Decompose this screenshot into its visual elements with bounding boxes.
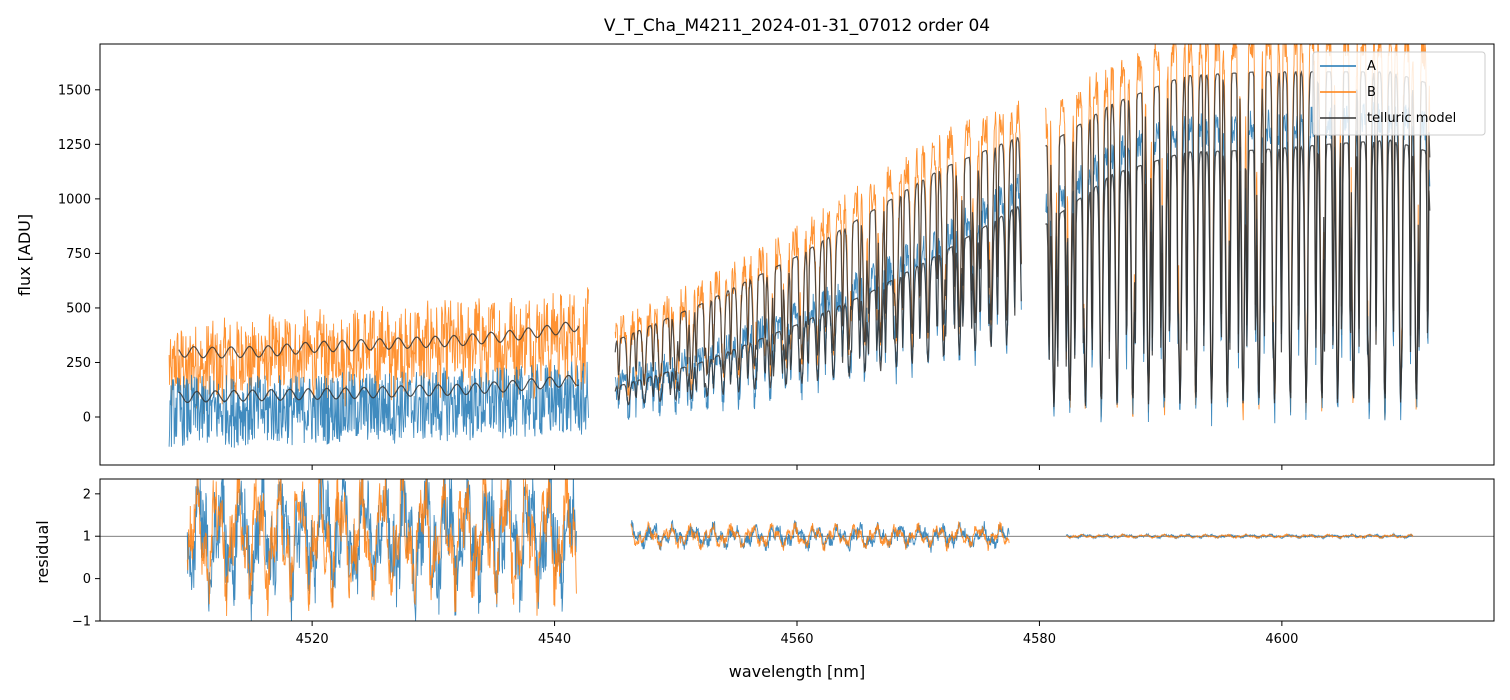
series-b-segment-1 <box>168 287 589 415</box>
top-y-tick-label: 1500 <box>58 83 91 98</box>
x-tick-label: 4520 <box>296 632 329 647</box>
telluric-model-a-segment-2 <box>614 206 1022 406</box>
series-a-segment-1 <box>168 361 589 448</box>
top-y-tick-label: 1000 <box>58 192 91 207</box>
residual-a-segment-1 <box>186 479 577 621</box>
legend-label-b: B <box>1367 85 1376 100</box>
residual-b-segment-1 <box>186 479 577 617</box>
top-y-tick-label: 250 <box>66 356 91 371</box>
legend-frame <box>1312 51 1486 136</box>
x-tick-label: 4540 <box>538 632 571 647</box>
telluric-model-a-segment-1 <box>178 374 580 403</box>
legend-label-a: A <box>1367 59 1376 74</box>
bottom-y-tick-label: 2 <box>83 487 91 502</box>
bottom-y-tick-label: 1 <box>83 530 91 545</box>
top-y-axis: 0 250 500 750 1000 1250 1500 <box>58 83 100 426</box>
telluric-model-b-segment-2 <box>614 136 1022 389</box>
bottom-y-axis: −1 0 1 2 <box>72 487 100 630</box>
bottom-y-axis-label: residual <box>33 520 52 583</box>
top-panel-data <box>168 44 1431 448</box>
chart-title: V_T_Cha_M4211_2024-01-31_07012 order 04 <box>604 16 990 36</box>
bottom-y-tick-label: 0 <box>83 572 91 587</box>
x-tick-label: 4560 <box>780 632 813 647</box>
top-y-tick-label: 0 <box>83 411 91 426</box>
top-y-axis-label: flux [ADU] <box>15 214 34 296</box>
bottom-panel-data <box>100 479 1494 621</box>
bottom-y-tick-label: −1 <box>72 615 91 630</box>
top-y-tick-label: 750 <box>66 247 91 262</box>
bottom-x-axis: 4520 4540 4560 4580 4600 <box>296 621 1298 647</box>
residual-b-segment-2 <box>630 521 1010 552</box>
x-tick-label: 4600 <box>1265 632 1298 647</box>
residual-b-segment-3 <box>1065 532 1414 540</box>
x-tick-label: 4580 <box>1023 632 1056 647</box>
top-y-tick-label: 1250 <box>58 138 91 153</box>
top-y-tick-label: 500 <box>66 301 91 316</box>
residual-a-segment-2 <box>630 519 1010 553</box>
top-x-axis <box>311 465 1283 470</box>
telluric-model-b-segment-1 <box>178 321 580 359</box>
legend-label-telluric: telluric model <box>1367 111 1456 126</box>
x-axis-label: wavelength [nm] <box>729 662 866 681</box>
legend: A B telluric model <box>1312 51 1486 136</box>
